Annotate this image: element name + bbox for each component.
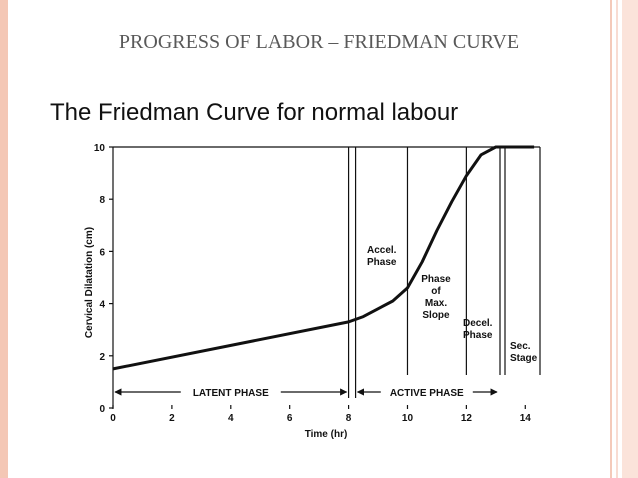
x-tick-label: 2 [169, 413, 175, 424]
annotation: of [431, 286, 441, 297]
x-tick-label: 0 [110, 413, 116, 424]
y-tick-label: 8 [99, 195, 105, 206]
x-axis-title: Time (hr) [305, 429, 348, 440]
annotation: Decel. [463, 318, 493, 329]
annotation: Slope [422, 310, 450, 321]
phase-label: ACTIVE PHASE [390, 388, 464, 399]
label-bg [380, 385, 473, 399]
phase-label: LATENT PHASE [193, 388, 269, 399]
x-tick-label: 4 [228, 413, 234, 424]
annotation: Stage [510, 353, 538, 364]
plot: 0 2 4 6 8 10 0 2 4 6 8 10 12 14 Time (hr) Cervical Dila… [84, 143, 541, 440]
x-tick-label: 10 [402, 413, 414, 424]
annotation: Phase [367, 257, 397, 268]
right-band [622, 0, 638, 478]
label-bg [180, 385, 281, 399]
y-tick-label: 6 [99, 247, 105, 258]
slide-title: PROGRESS OF LABOR – FRIEDMAN CURVE [119, 31, 519, 53]
y-tick-label: 0 [99, 404, 105, 415]
x-tick-label: 6 [287, 413, 293, 424]
annotation: Accel. [367, 245, 397, 256]
y-axis-title: Cervical Dilatation (cm) [84, 227, 95, 338]
y-tick-label: 4 [99, 300, 105, 311]
chart-title: The Friedman Curve for normal labour [50, 99, 458, 126]
x-tick-label: 8 [346, 413, 352, 424]
x-tick-label: 14 [520, 413, 532, 424]
annotation: Sec. [510, 341, 531, 352]
annotation: Max. [425, 298, 447, 309]
annotation: Phase [463, 330, 493, 341]
curve [112, 145, 535, 371]
x-tick-label: 12 [461, 413, 473, 424]
y-tick-label: 2 [99, 352, 105, 363]
annotation: Phase [421, 274, 451, 285]
y-tick-label: 10 [94, 143, 106, 154]
left-band [0, 0, 8, 478]
